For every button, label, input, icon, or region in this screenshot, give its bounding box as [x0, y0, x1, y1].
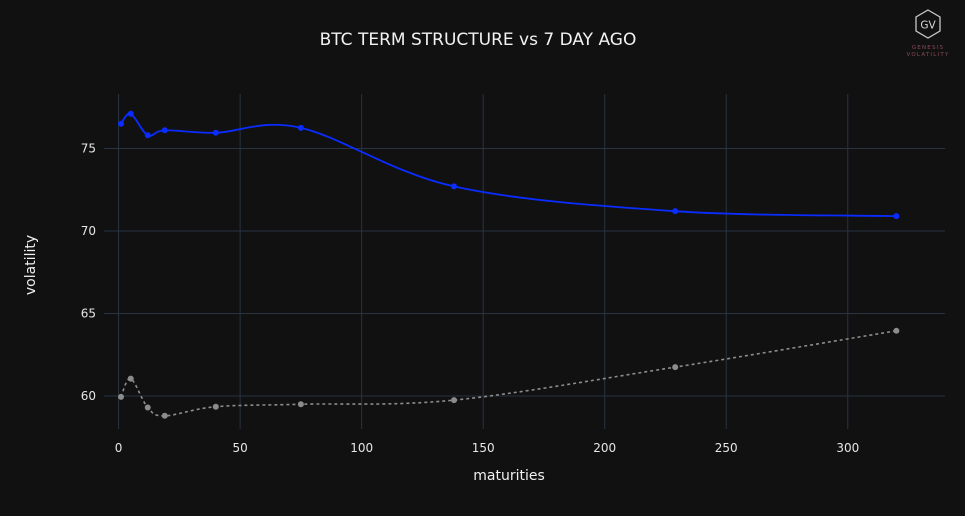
x-tick-label: 150	[472, 441, 495, 455]
data-point-week_ago	[127, 375, 134, 382]
data-point-week_ago	[161, 412, 168, 419]
data-point-current	[672, 208, 679, 215]
data-point-current	[297, 124, 304, 131]
data-point-current	[144, 132, 151, 139]
logo-line1: GENESIS	[912, 45, 944, 51]
data-point-week_ago	[451, 397, 458, 404]
x-tick-label: 200	[593, 441, 616, 455]
series-line-current	[120, 112, 897, 218]
data-point-week_ago	[144, 404, 151, 411]
series-layer	[118, 110, 900, 419]
x-tick-label: 50	[232, 441, 247, 455]
x-axis-title: maturities	[473, 468, 545, 484]
chart-title: BTC TERM STRUCTURE vs 7 DAY AGO	[320, 30, 637, 50]
hexagon-icon	[915, 9, 941, 39]
y-tick-label: 75	[81, 141, 96, 155]
x-tick-label: 250	[715, 441, 738, 455]
x-tick-label: 100	[350, 441, 373, 455]
data-point-current	[893, 213, 900, 220]
grid-lines	[104, 94, 945, 429]
data-point-week_ago	[297, 401, 304, 408]
data-point-current	[127, 110, 134, 117]
series-line-week_ago	[120, 330, 897, 417]
y-tick-label: 65	[81, 306, 96, 320]
logo-line2: VOLATILITY	[907, 52, 950, 58]
data-point-week_ago	[893, 327, 900, 334]
data-point-week_ago	[672, 364, 679, 371]
data-point-current	[161, 127, 168, 134]
data-point-week_ago	[118, 393, 125, 400]
data-point-current	[451, 183, 458, 190]
y-tick-label: 70	[81, 224, 96, 238]
logo-mark: GV	[920, 20, 936, 32]
y-axis-title: volatility	[23, 235, 39, 295]
genesis-volatility-logo: GV GENESIS VOLATILITY	[907, 9, 950, 58]
data-point-week_ago	[212, 403, 219, 410]
data-point-current	[212, 129, 219, 136]
tick-labels: 0 50 100 150 200 250 300 60 65 70 75	[81, 141, 860, 455]
x-tick-label: 0	[115, 441, 123, 455]
data-point-current	[118, 120, 125, 127]
y-tick-label: 60	[81, 389, 96, 403]
x-tick-label: 300	[836, 441, 859, 455]
